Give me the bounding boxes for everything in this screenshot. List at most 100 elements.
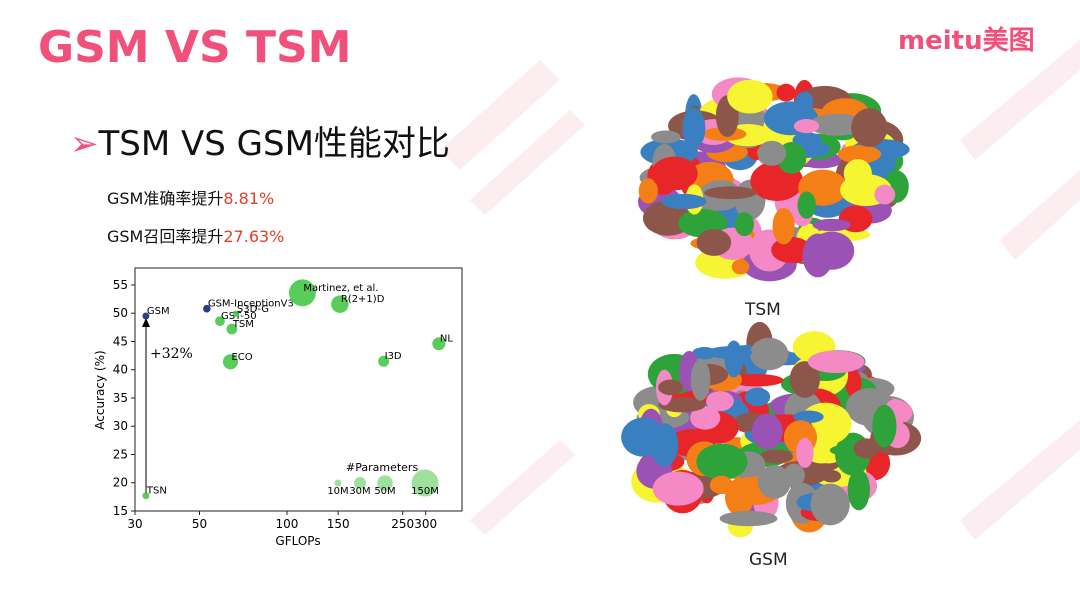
tsne-cluster [802,233,834,278]
tsne-cluster [845,368,862,398]
tsne-cluster [651,130,681,144]
tsne-cluster [709,475,734,495]
tsne-cluster [793,410,824,424]
tsne-cluster [727,79,773,114]
bubble [222,354,238,370]
bubble [142,312,150,320]
tsne-cluster [731,259,750,275]
tsne-cluster [874,184,896,205]
size-legend-label: 50M [374,486,395,497]
size-legend-bubble [334,479,342,487]
annotation: +32% [150,346,193,362]
tsne-cluster [837,145,882,164]
bubble [215,316,225,327]
heading: ➢TSM VS GSM性能对比 [70,124,450,164]
bubble [432,337,446,351]
tsne-cluster [812,218,851,232]
tsne-cluster [652,471,704,506]
x-tick-label: 250 [391,517,414,531]
y-tick-label: 25 [113,447,128,461]
point-label: GSM-InceptionV3 [208,299,294,310]
size-legend-label: 150M [411,486,439,497]
point-label: TSN [146,486,167,497]
point-label: Martinez, et al. [303,283,378,294]
tsne-cluster [661,193,707,210]
tsne-cluster [776,83,796,102]
tsne-cluster [797,191,816,219]
point-label: S3D-G [237,304,269,315]
stat-line: GSM召回率提升27.63% [107,223,284,247]
y-tick-label: 35 [113,391,128,405]
x-tick-label: 100 [276,517,299,531]
tsne-cluster [759,449,794,464]
tsne-cluster [690,405,721,430]
heading-text: TSM VS GSM性能对比 [98,124,450,164]
tsne-cluster [851,108,888,147]
x-axis-label: GFLOPs [275,534,320,548]
x-tick-label: 300 [414,517,437,531]
tsne-cluster [843,159,872,188]
tsne-cluster [658,379,684,396]
image-caption: GSM [749,550,788,570]
tsne-cluster [810,483,850,526]
point-label: I3D [385,351,402,362]
tsne-cluster [696,443,748,480]
logo: meitu美图 [898,26,1035,56]
tsne-cluster [751,413,783,450]
bubble [232,310,239,317]
y-tick-label: 20 [113,476,128,490]
y-tick-label: 40 [113,363,128,377]
x-tick-label: 50 [192,517,207,531]
plot-frame [134,267,463,512]
tsne-cluster [706,391,734,412]
tsne-cluster [734,212,754,237]
tsne-cluster [730,373,784,387]
tsne-cluster [853,438,880,459]
arrow-head [142,318,150,327]
tsne-cluster [719,510,778,527]
stat-line: GSM准确率提升8.81% [107,185,274,209]
tsne-cluster [682,108,706,149]
tsne-cluster [749,337,789,371]
point-label: GSM [147,306,170,317]
slide-title: GSM VS TSM [38,22,352,73]
bubble [288,279,316,307]
y-axis-label: Accuracy (%) [93,350,107,429]
tsne-cluster [651,156,698,191]
x-tick-label: 30 [127,517,142,531]
tsne-cluster [792,132,822,149]
y-tick-label: 50 [113,306,128,320]
size-legend-bubble [353,476,367,490]
size-legend-title: #Parameters [346,461,418,474]
y-tick-label: 45 [113,334,128,348]
point-label: ECO [231,352,252,363]
tsne-cluster [872,404,897,448]
tsne-cluster [658,397,706,413]
stat-value: 8.81% [223,189,275,208]
bubble [226,323,238,335]
tsne-cluster [807,350,865,374]
stat-text: GSM召回率提升 [107,227,224,246]
bubble [142,492,150,500]
size-legend-bubble [377,475,393,491]
y-tick-label: 55 [113,278,128,292]
tsne-cluster [696,229,732,256]
tsne-cluster [650,423,679,467]
image-caption: TSM [745,300,781,320]
tsne-cluster [821,470,842,483]
tsne-cluster [757,465,791,499]
y-tick-label: 15 [113,504,128,518]
size-legend-label: 30M [349,486,370,497]
tsne-cluster [638,178,658,204]
tsne-cluster [793,119,820,134]
y-tick-label: 30 [113,419,128,433]
stat-value: 27.63% [223,227,285,246]
tsne-cluster [772,208,795,245]
bubble [331,295,349,313]
tsne-cluster [704,186,757,200]
point-label: NL [440,334,453,345]
tsne-cluster [796,437,814,468]
